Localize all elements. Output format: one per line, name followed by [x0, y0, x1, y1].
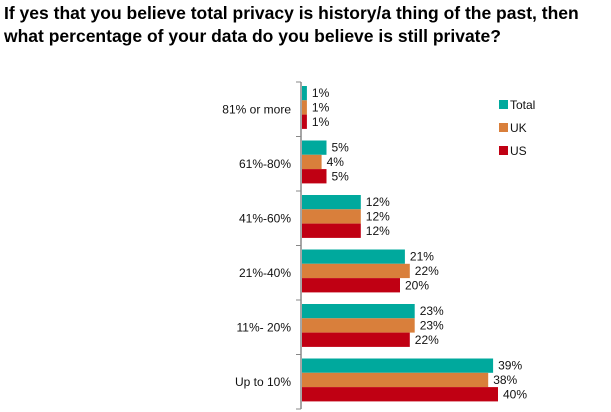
data-label: 12% [366, 195, 390, 209]
bar-uk [302, 154, 322, 170]
legend-label: US [510, 144, 527, 158]
bar-total [302, 304, 415, 319]
data-label: 1% [312, 86, 330, 100]
bar-total [302, 86, 307, 101]
bar-uk [302, 372, 489, 388]
data-label: 38% [493, 373, 517, 387]
data-label: 23% [420, 304, 444, 318]
legend-swatch-uk [499, 123, 508, 132]
category-label: 41%-60% [239, 211, 291, 225]
bar-total [302, 358, 494, 373]
bar-total [302, 195, 361, 210]
bar-uk [302, 209, 361, 224]
bar-us [302, 169, 327, 184]
category-label: Up to 10% [235, 375, 291, 389]
data-label: 5% [332, 169, 350, 183]
category-label: 81% or more [222, 102, 291, 116]
bar-us [302, 387, 498, 402]
data-label: 12% [366, 224, 390, 238]
legend-swatch-total [499, 100, 508, 109]
data-label: 5% [332, 141, 350, 155]
chart-title: If yes that you believe total privacy is… [4, 3, 579, 46]
bar-us [302, 114, 307, 129]
bar-total [302, 249, 405, 264]
legend-label: UK [510, 121, 527, 135]
bar-us [302, 223, 361, 238]
data-label: 21% [410, 250, 434, 264]
legend-swatch-us [499, 146, 508, 155]
data-label: 20% [405, 278, 429, 292]
category-label: 61%-80% [239, 157, 291, 171]
data-label: 12% [366, 209, 390, 223]
bar-uk [302, 100, 307, 115]
bar-us [302, 278, 400, 293]
data-label: 22% [415, 264, 439, 278]
data-label: 39% [498, 359, 522, 373]
data-label: 22% [415, 333, 439, 347]
category-label: 11%- 20% [237, 320, 292, 334]
bar-uk [302, 318, 415, 333]
bar-uk [302, 263, 410, 279]
data-label: 4% [327, 155, 345, 169]
data-label: 40% [503, 387, 527, 401]
bar-total [302, 140, 327, 155]
category-label: 21%-40% [239, 266, 291, 280]
data-label: 23% [420, 318, 444, 332]
data-label: 1% [312, 100, 330, 114]
legend-label: Total [510, 98, 535, 112]
data-label: 1% [312, 115, 330, 129]
bar-us [302, 332, 410, 347]
